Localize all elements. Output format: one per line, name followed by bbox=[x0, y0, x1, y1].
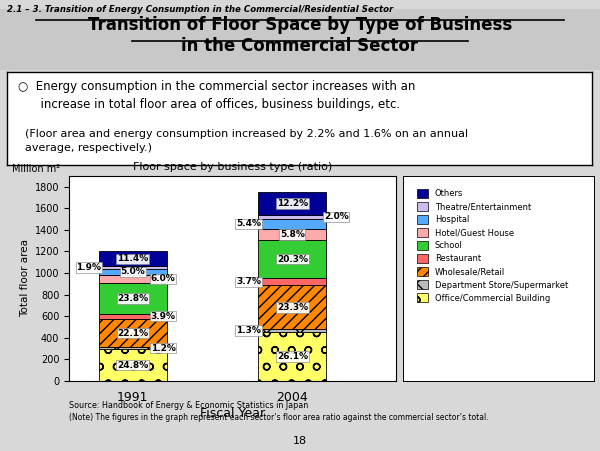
Text: 23.3%: 23.3% bbox=[277, 303, 308, 312]
Bar bbox=[99, 319, 167, 347]
Text: Transition of Floor Space by Type of Business: Transition of Floor Space by Type of Bus… bbox=[88, 16, 512, 34]
Text: 5.8%: 5.8% bbox=[280, 230, 305, 239]
Text: 26.1%: 26.1% bbox=[277, 352, 308, 361]
Y-axis label: Total floor area: Total floor area bbox=[20, 239, 31, 318]
Text: 11.4%: 11.4% bbox=[117, 254, 148, 263]
Text: 5.4%: 5.4% bbox=[236, 219, 261, 228]
Text: 1.9%: 1.9% bbox=[76, 263, 101, 272]
Text: ○  Energy consumption in the commercial sector increases with an
      increase : ○ Energy consumption in the commercial s… bbox=[18, 79, 415, 110]
Bar bbox=[99, 269, 167, 275]
Text: 2.0%: 2.0% bbox=[324, 212, 349, 221]
Title: Floor space by business type (ratio): Floor space by business type (ratio) bbox=[133, 162, 332, 172]
Bar bbox=[259, 329, 326, 332]
Text: 12.2%: 12.2% bbox=[277, 199, 308, 208]
X-axis label: Fiscal Year: Fiscal Year bbox=[200, 407, 265, 419]
Text: Source: Handbook of Energy & Economic Statistics in Japan: Source: Handbook of Energy & Economic St… bbox=[69, 401, 308, 410]
Bar bbox=[259, 219, 326, 229]
Text: Million m²: Million m² bbox=[12, 164, 60, 174]
Text: 24.8%: 24.8% bbox=[117, 360, 148, 369]
Text: 6.0%: 6.0% bbox=[151, 275, 175, 284]
Text: 22.1%: 22.1% bbox=[117, 329, 148, 338]
Bar bbox=[99, 283, 167, 314]
Bar bbox=[259, 192, 326, 215]
Bar bbox=[99, 349, 167, 381]
Text: (Floor area and energy consumption increased by 2.2% and 1.6% on an annual
  ave: (Floor area and energy consumption incre… bbox=[18, 129, 468, 153]
Bar bbox=[99, 314, 167, 319]
Text: 1.3%: 1.3% bbox=[236, 326, 261, 335]
Bar bbox=[259, 285, 326, 329]
Text: 20.3%: 20.3% bbox=[277, 255, 308, 263]
Bar bbox=[99, 266, 167, 269]
Bar bbox=[259, 240, 326, 278]
Legend: Others, Theatre/Entertainment, Hospital, Hotel/Guest House, School, Restaurant, : Others, Theatre/Entertainment, Hospital,… bbox=[415, 186, 571, 305]
Text: 23.8%: 23.8% bbox=[117, 294, 148, 303]
Bar bbox=[99, 275, 167, 283]
Bar bbox=[259, 229, 326, 240]
Bar bbox=[259, 215, 326, 219]
Text: 3.9%: 3.9% bbox=[151, 312, 176, 321]
Text: 2.1 – 3. Transition of Energy Consumption in the Commercial/Residential Sector: 2.1 – 3. Transition of Energy Consumptio… bbox=[7, 5, 394, 14]
Text: 18: 18 bbox=[293, 436, 307, 446]
Text: in the Commercial Sector: in the Commercial Sector bbox=[181, 37, 419, 55]
Bar bbox=[99, 251, 167, 266]
Text: (Note) The figures in the graph represent each sector’s floor area ratio against: (Note) The figures in the graph represen… bbox=[69, 413, 488, 422]
Text: 1.2%: 1.2% bbox=[151, 344, 176, 353]
Bar bbox=[259, 332, 326, 381]
Bar bbox=[259, 278, 326, 285]
Text: 5.0%: 5.0% bbox=[121, 267, 145, 276]
Bar bbox=[99, 347, 167, 349]
Text: 3.7%: 3.7% bbox=[236, 277, 261, 286]
